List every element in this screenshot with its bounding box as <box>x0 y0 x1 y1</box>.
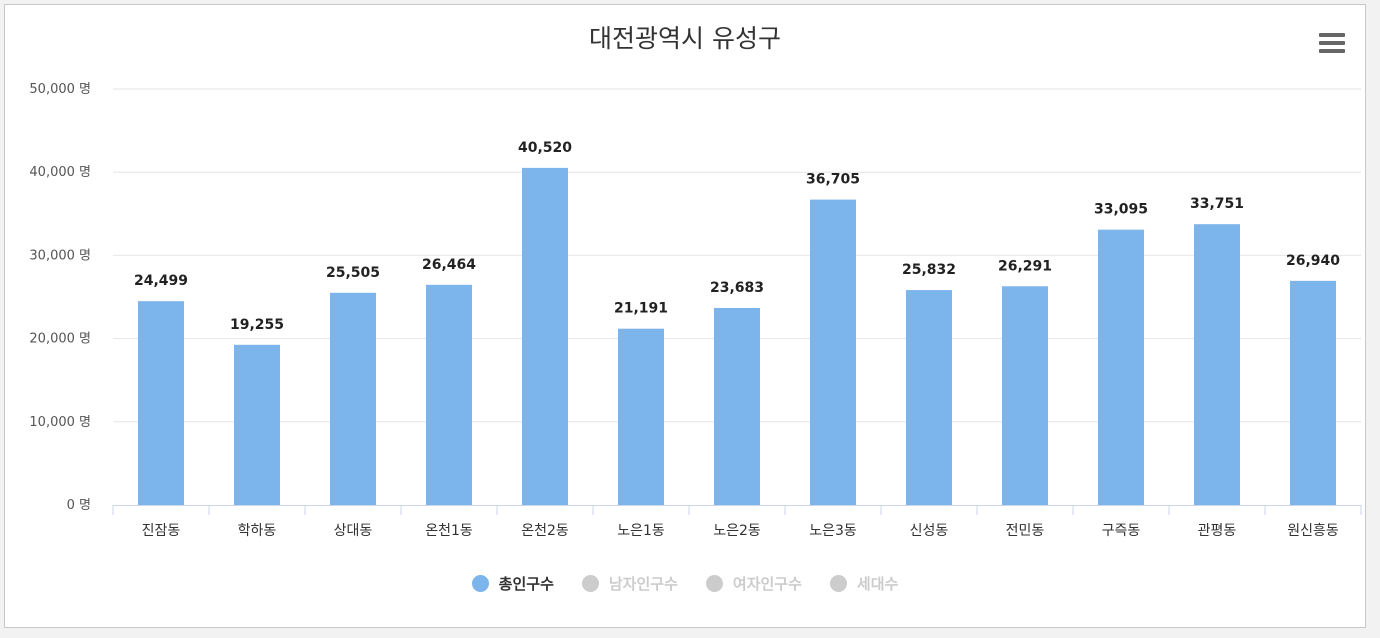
legend-item[interactable]: 남자인구수 <box>581 573 678 594</box>
y-tick-label: 40,000 명 <box>29 165 91 180</box>
y-tick-label: 20,000 명 <box>29 332 91 347</box>
x-tick-label: 신성동 <box>910 523 949 539</box>
bar[interactable] <box>906 290 952 505</box>
chart-container: 대전광역시 유성구 0 명 10,000 명 20,000 명 30,000 명 40,… <box>4 4 1366 628</box>
x-tick-label: 노은3동 <box>809 523 857 539</box>
data-label: 23,683 <box>710 280 764 296</box>
bar[interactable] <box>138 301 184 505</box>
x-tick-label: 구즉동 <box>1102 523 1141 539</box>
y-tick-label: 10,000 명 <box>29 415 91 430</box>
bar[interactable] <box>1194 224 1240 505</box>
bar[interactable] <box>330 292 376 505</box>
x-tick-label: 전민동 <box>1006 523 1045 539</box>
bar-chart: 0 명 10,000 명 20,000 명 30,000 명 40,000 명 50,00… <box>29 82 1362 539</box>
bar[interactable] <box>234 344 280 505</box>
chart-legend: 총인구수 남자인구수 여자인구수 세대수 <box>5 573 1365 594</box>
bar[interactable] <box>1002 286 1048 505</box>
data-label: 25,832 <box>902 262 956 278</box>
bar[interactable] <box>714 307 760 505</box>
data-label: 19,255 <box>230 317 284 333</box>
data-label: 26,464 <box>422 257 476 273</box>
hamburger-menu-icon[interactable] <box>1319 33 1345 55</box>
x-tick-label: 관평동 <box>1198 523 1237 539</box>
y-tick-label: 30,000 명 <box>29 248 91 263</box>
data-label: 25,505 <box>326 265 380 281</box>
legend-item[interactable]: 총인구수 <box>471 573 554 594</box>
y-tick-label: 0 명 <box>67 498 91 513</box>
x-tick-label: 온천2동 <box>521 523 569 539</box>
x-tick-label: 원신흥동 <box>1287 523 1339 539</box>
x-tick-label: 노은1동 <box>617 523 665 539</box>
y-tick-label: 50,000 명 <box>29 82 91 97</box>
data-label: 33,751 <box>1190 196 1244 212</box>
x-tick-label: 학하동 <box>238 523 277 539</box>
legend-label: 남자인구수 <box>608 575 678 593</box>
bar[interactable] <box>1290 280 1336 505</box>
legend-marker-icon <box>581 575 599 592</box>
bar[interactable] <box>810 199 856 506</box>
legend-item[interactable]: 세대수 <box>829 573 899 594</box>
x-tick-label: 진잠동 <box>142 523 181 539</box>
legend-item[interactable]: 여자인구수 <box>705 573 802 594</box>
data-label: 26,291 <box>998 258 1052 274</box>
bar[interactable] <box>618 328 664 505</box>
bar[interactable] <box>522 167 568 505</box>
legend-marker-icon <box>829 575 847 592</box>
bar[interactable] <box>1098 229 1144 505</box>
legend-marker-icon <box>471 575 489 592</box>
data-label: 26,940 <box>1286 253 1340 269</box>
legend-label: 총인구수 <box>498 575 554 593</box>
legend-label: 세대수 <box>856 575 899 593</box>
legend-marker-icon <box>705 575 723 592</box>
chart-title: 대전광역시 유성구 <box>589 24 781 53</box>
data-label: 21,191 <box>614 301 668 317</box>
legend-label: 여자인구수 <box>732 575 802 593</box>
data-label: 36,705 <box>806 172 860 188</box>
x-tick-label: 상대동 <box>334 523 373 539</box>
bar[interactable] <box>426 284 472 505</box>
x-tick-label: 온천1동 <box>425 523 473 539</box>
data-label: 33,095 <box>1094 202 1148 218</box>
x-tick-label: 노은2동 <box>713 523 761 539</box>
data-label: 40,520 <box>518 140 572 156</box>
data-label: 24,499 <box>134 273 188 289</box>
